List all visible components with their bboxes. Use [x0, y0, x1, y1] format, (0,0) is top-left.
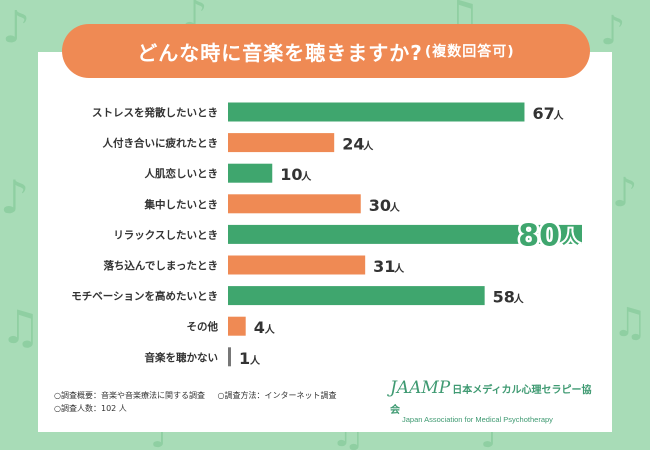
- category-label: リラックスしたいとき: [113, 229, 218, 241]
- organization-logo: JAAMP 日本メディカル心理セラピー協会 Japan Association f…: [390, 378, 600, 424]
- music-note-icon: ♪: [0, 170, 30, 224]
- bar: [228, 286, 485, 306]
- survey-method: ○調査方法：インターネット調査: [217, 391, 337, 400]
- music-note-icon: ♪: [2, 2, 31, 53]
- survey-overview: ○調査概要：音楽や音楽療法に関する調査: [54, 391, 205, 400]
- bar: [228, 224, 582, 244]
- category-label: 人肌恋しいとき: [145, 167, 219, 180]
- bar: [228, 316, 246, 336]
- logo-name-jp: 日本メディカル心理セラピー協会: [390, 385, 592, 416]
- survey-respondents: ○調査人数：102 人: [54, 404, 127, 413]
- data-label-unit: 人: [265, 323, 276, 336]
- data-label: 80: [518, 218, 560, 253]
- bar: [228, 194, 361, 214]
- title-banner: どんな時に音楽を聴きますか? (複数回答可): [62, 24, 590, 78]
- category-label: 人付き合いに疲れたとき: [103, 137, 219, 150]
- logo-name-en: Japan Association for Medical Psychother…: [402, 415, 553, 424]
- data-label-unit: 人: [562, 228, 580, 248]
- bar: [228, 163, 273, 183]
- bar: [228, 133, 335, 153]
- data-label: 31: [373, 257, 395, 276]
- category-label: モチベーションを高めたいとき: [71, 290, 218, 303]
- data-label-unit: 人: [363, 140, 374, 153]
- category-label: ストレスを発散したいとき: [92, 106, 218, 119]
- category-label: 集中したいとき: [144, 198, 219, 211]
- category-label: 音楽を聴かない: [145, 351, 219, 364]
- data-label: 67: [532, 104, 554, 123]
- bar: [228, 347, 231, 367]
- chart-title: どんな時に音楽を聴きますか?: [137, 40, 423, 65]
- logo-brand: JAAMP: [390, 378, 451, 398]
- category-label: その他: [187, 320, 219, 333]
- chart-title-note: (複数回答可): [424, 44, 515, 60]
- data-label: 24: [342, 135, 364, 154]
- data-label-unit: 人: [394, 262, 405, 275]
- music-note-icon: ♪: [600, 8, 626, 54]
- data-label-unit: 人: [514, 293, 525, 306]
- data-label-unit: 人: [390, 201, 401, 214]
- music-note-icon: ♫: [612, 300, 648, 346]
- data-label: 1: [239, 349, 250, 368]
- data-label-unit: 人: [250, 354, 261, 367]
- data-label: 4: [254, 318, 265, 337]
- data-label-unit: 人: [301, 170, 312, 183]
- data-label: 58: [493, 288, 515, 307]
- data-label-unit: 人: [553, 109, 564, 122]
- music-note-icon: ♪: [612, 170, 638, 216]
- data-label: 10: [280, 165, 302, 184]
- bar: [228, 102, 525, 122]
- bar: [228, 255, 366, 275]
- data-label: 30: [369, 196, 391, 215]
- survey-footnote: ○調査概要：音楽や音楽療法に関する調査 ○調査方法：インターネット調査 ○調査人…: [54, 389, 347, 415]
- category-label: 落ち込んでしまったとき: [103, 259, 218, 272]
- music-note-icon: ♫: [0, 300, 42, 354]
